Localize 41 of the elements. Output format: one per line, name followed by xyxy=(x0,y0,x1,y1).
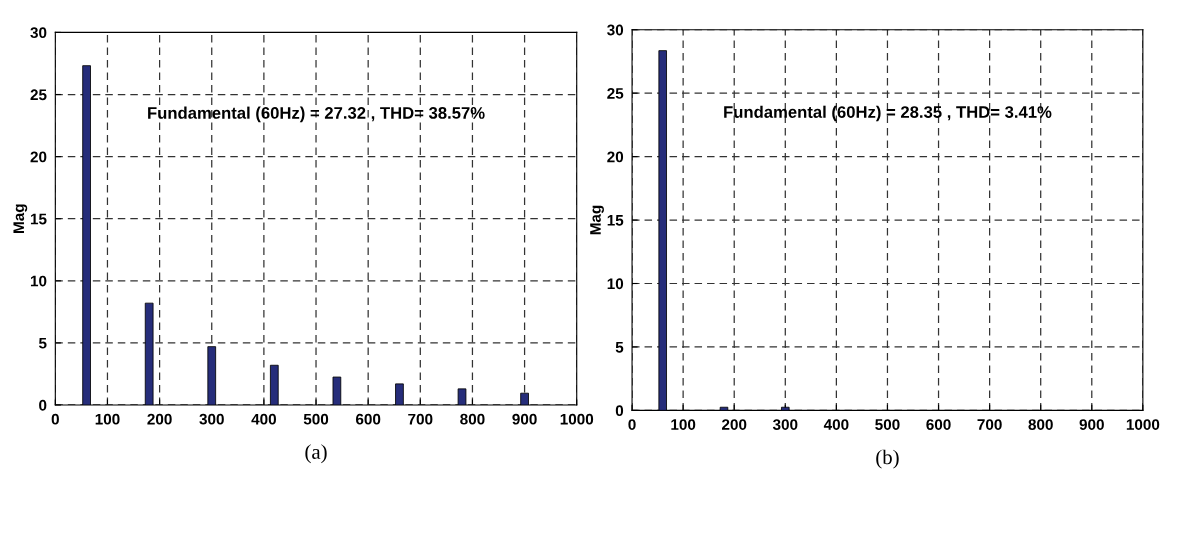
y-tick-label: 25 xyxy=(30,89,47,101)
x-tick-label: 200 xyxy=(147,413,172,425)
x-tick-label: 300 xyxy=(199,413,224,425)
y-tick-label: 30 xyxy=(30,27,47,39)
x-tick-label: 600 xyxy=(926,419,951,430)
y-tick-label: 15 xyxy=(30,213,47,225)
y-tick-label: 0 xyxy=(615,405,624,417)
y-tick-label: 10 xyxy=(30,275,47,287)
x-tick-label: 900 xyxy=(1079,419,1104,430)
y-tick-label: 5 xyxy=(38,337,47,349)
y-axis-title: Mag xyxy=(590,205,604,235)
y-tick-label: 25 xyxy=(607,88,624,99)
y-tick-label: 20 xyxy=(607,151,624,163)
x-tick-label: 600 xyxy=(355,413,381,425)
y-tick-label: 10 xyxy=(607,278,624,290)
x-tick-label: 700 xyxy=(408,413,433,425)
x-tick-label: 900 xyxy=(512,413,537,425)
y-tick-label: 5 xyxy=(615,341,624,353)
x-tick-label: 800 xyxy=(1028,419,1053,430)
x-tick-label: 800 xyxy=(460,413,485,425)
x-tick-label: 1000 xyxy=(560,413,594,425)
x-tick-label: 500 xyxy=(875,419,900,430)
x-tick-label: 400 xyxy=(251,413,276,425)
x-tick-label: 500 xyxy=(303,413,329,425)
x-tick-label: 100 xyxy=(671,419,696,430)
y-tick-label: 30 xyxy=(607,24,624,36)
x-tick-label: 0 xyxy=(51,413,59,425)
y-tick-label: 0 xyxy=(39,399,47,411)
x-tick-label: 1000 xyxy=(1126,419,1160,430)
x-tick-label: 100 xyxy=(95,413,120,425)
annotation: Fundamental (60Hz) = 28.35 , THD= 3.41% xyxy=(724,105,1052,122)
x-tick-label: 0 xyxy=(628,419,636,430)
x-axis-title: (a) xyxy=(305,444,327,464)
x-tick-label: 300 xyxy=(772,419,798,430)
x-tick-label: 700 xyxy=(977,419,1002,430)
y-tick-label: 15 xyxy=(607,215,624,226)
x-tick-label: 200 xyxy=(722,419,747,430)
x-tick-label: 400 xyxy=(823,419,849,430)
y-tick-label: 20 xyxy=(30,151,47,163)
y-axis-title: Mag xyxy=(13,204,28,233)
x-axis-title: (b) xyxy=(876,449,899,469)
